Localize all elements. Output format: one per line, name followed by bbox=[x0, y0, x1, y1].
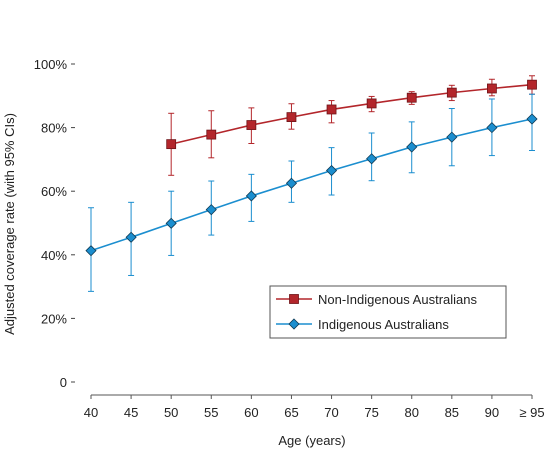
y-axis-label: Adjusted coverage rate (with 95% CIs) bbox=[2, 113, 17, 335]
x-tick-label: ≥ 95 bbox=[519, 405, 544, 420]
x-tick-label: 55 bbox=[204, 405, 218, 420]
data-point-square bbox=[487, 83, 497, 94]
data-point-diamond bbox=[486, 122, 498, 134]
data-point-diamond bbox=[446, 131, 458, 143]
data-point-square bbox=[206, 129, 217, 140]
data-point-square bbox=[527, 79, 537, 90]
data-point-square bbox=[406, 92, 417, 103]
data-point-diamond bbox=[125, 231, 137, 243]
legend-marker-indigenous bbox=[288, 318, 300, 330]
y-tick-label: 80% bbox=[41, 121, 67, 136]
y-tick-label: 0 bbox=[60, 375, 67, 390]
legend-label-non-indigenous: Non-Indigenous Australians bbox=[318, 292, 477, 307]
x-tick-label: 75 bbox=[364, 405, 378, 420]
x-axis-label: Age (years) bbox=[278, 433, 345, 448]
data-point-square bbox=[366, 98, 377, 109]
data-point-diamond bbox=[325, 164, 338, 177]
data-point-diamond bbox=[285, 177, 298, 189]
x-tick-label: 90 bbox=[485, 405, 499, 420]
x-tick-label: 70 bbox=[324, 405, 338, 420]
x-tick-label: 65 bbox=[284, 405, 298, 420]
series-line bbox=[170, 83, 533, 145]
data-point-diamond bbox=[366, 153, 378, 165]
data-point-diamond bbox=[245, 190, 257, 202]
series-indigenous bbox=[85, 93, 538, 292]
data-point-diamond bbox=[406, 141, 418, 153]
series-layer bbox=[85, 75, 538, 292]
series-non-indigenous bbox=[166, 75, 537, 176]
x-tick-label: 45 bbox=[124, 405, 138, 420]
data-point-square bbox=[166, 139, 177, 150]
data-point-diamond bbox=[85, 245, 97, 257]
x-tick-label: 50 bbox=[164, 405, 178, 420]
series-line bbox=[90, 118, 533, 252]
y-tick-label: 60% bbox=[41, 184, 67, 199]
data-point-diamond bbox=[526, 113, 538, 125]
x-tick-label: 40 bbox=[84, 405, 98, 420]
data-point-diamond bbox=[205, 204, 217, 216]
y-tick-label: 100% bbox=[34, 57, 68, 72]
data-point-square bbox=[286, 112, 297, 123]
legend-label-indigenous: Indigenous Australians bbox=[318, 317, 449, 332]
x-tick-label: 60 bbox=[244, 405, 258, 420]
data-point-square bbox=[446, 87, 457, 98]
data-point-square bbox=[246, 120, 257, 130]
axes: 0 20% 40% 60% 80% 100% 40 45 50 55 60 65 70 75 80 85 90 ≥… bbox=[34, 57, 545, 420]
y-tick-label: 40% bbox=[41, 248, 67, 263]
data-point-diamond bbox=[165, 217, 177, 229]
legend-box bbox=[269, 285, 507, 339]
x-tick-label: 85 bbox=[445, 405, 459, 420]
y-tick-label: 20% bbox=[41, 311, 67, 326]
data-point-square bbox=[326, 104, 337, 115]
legend-marker-non-indigenous bbox=[289, 294, 299, 304]
x-tick-label: 80 bbox=[404, 405, 418, 420]
legend: Non-Indigenous Australians Indigenous Au… bbox=[269, 285, 507, 339]
